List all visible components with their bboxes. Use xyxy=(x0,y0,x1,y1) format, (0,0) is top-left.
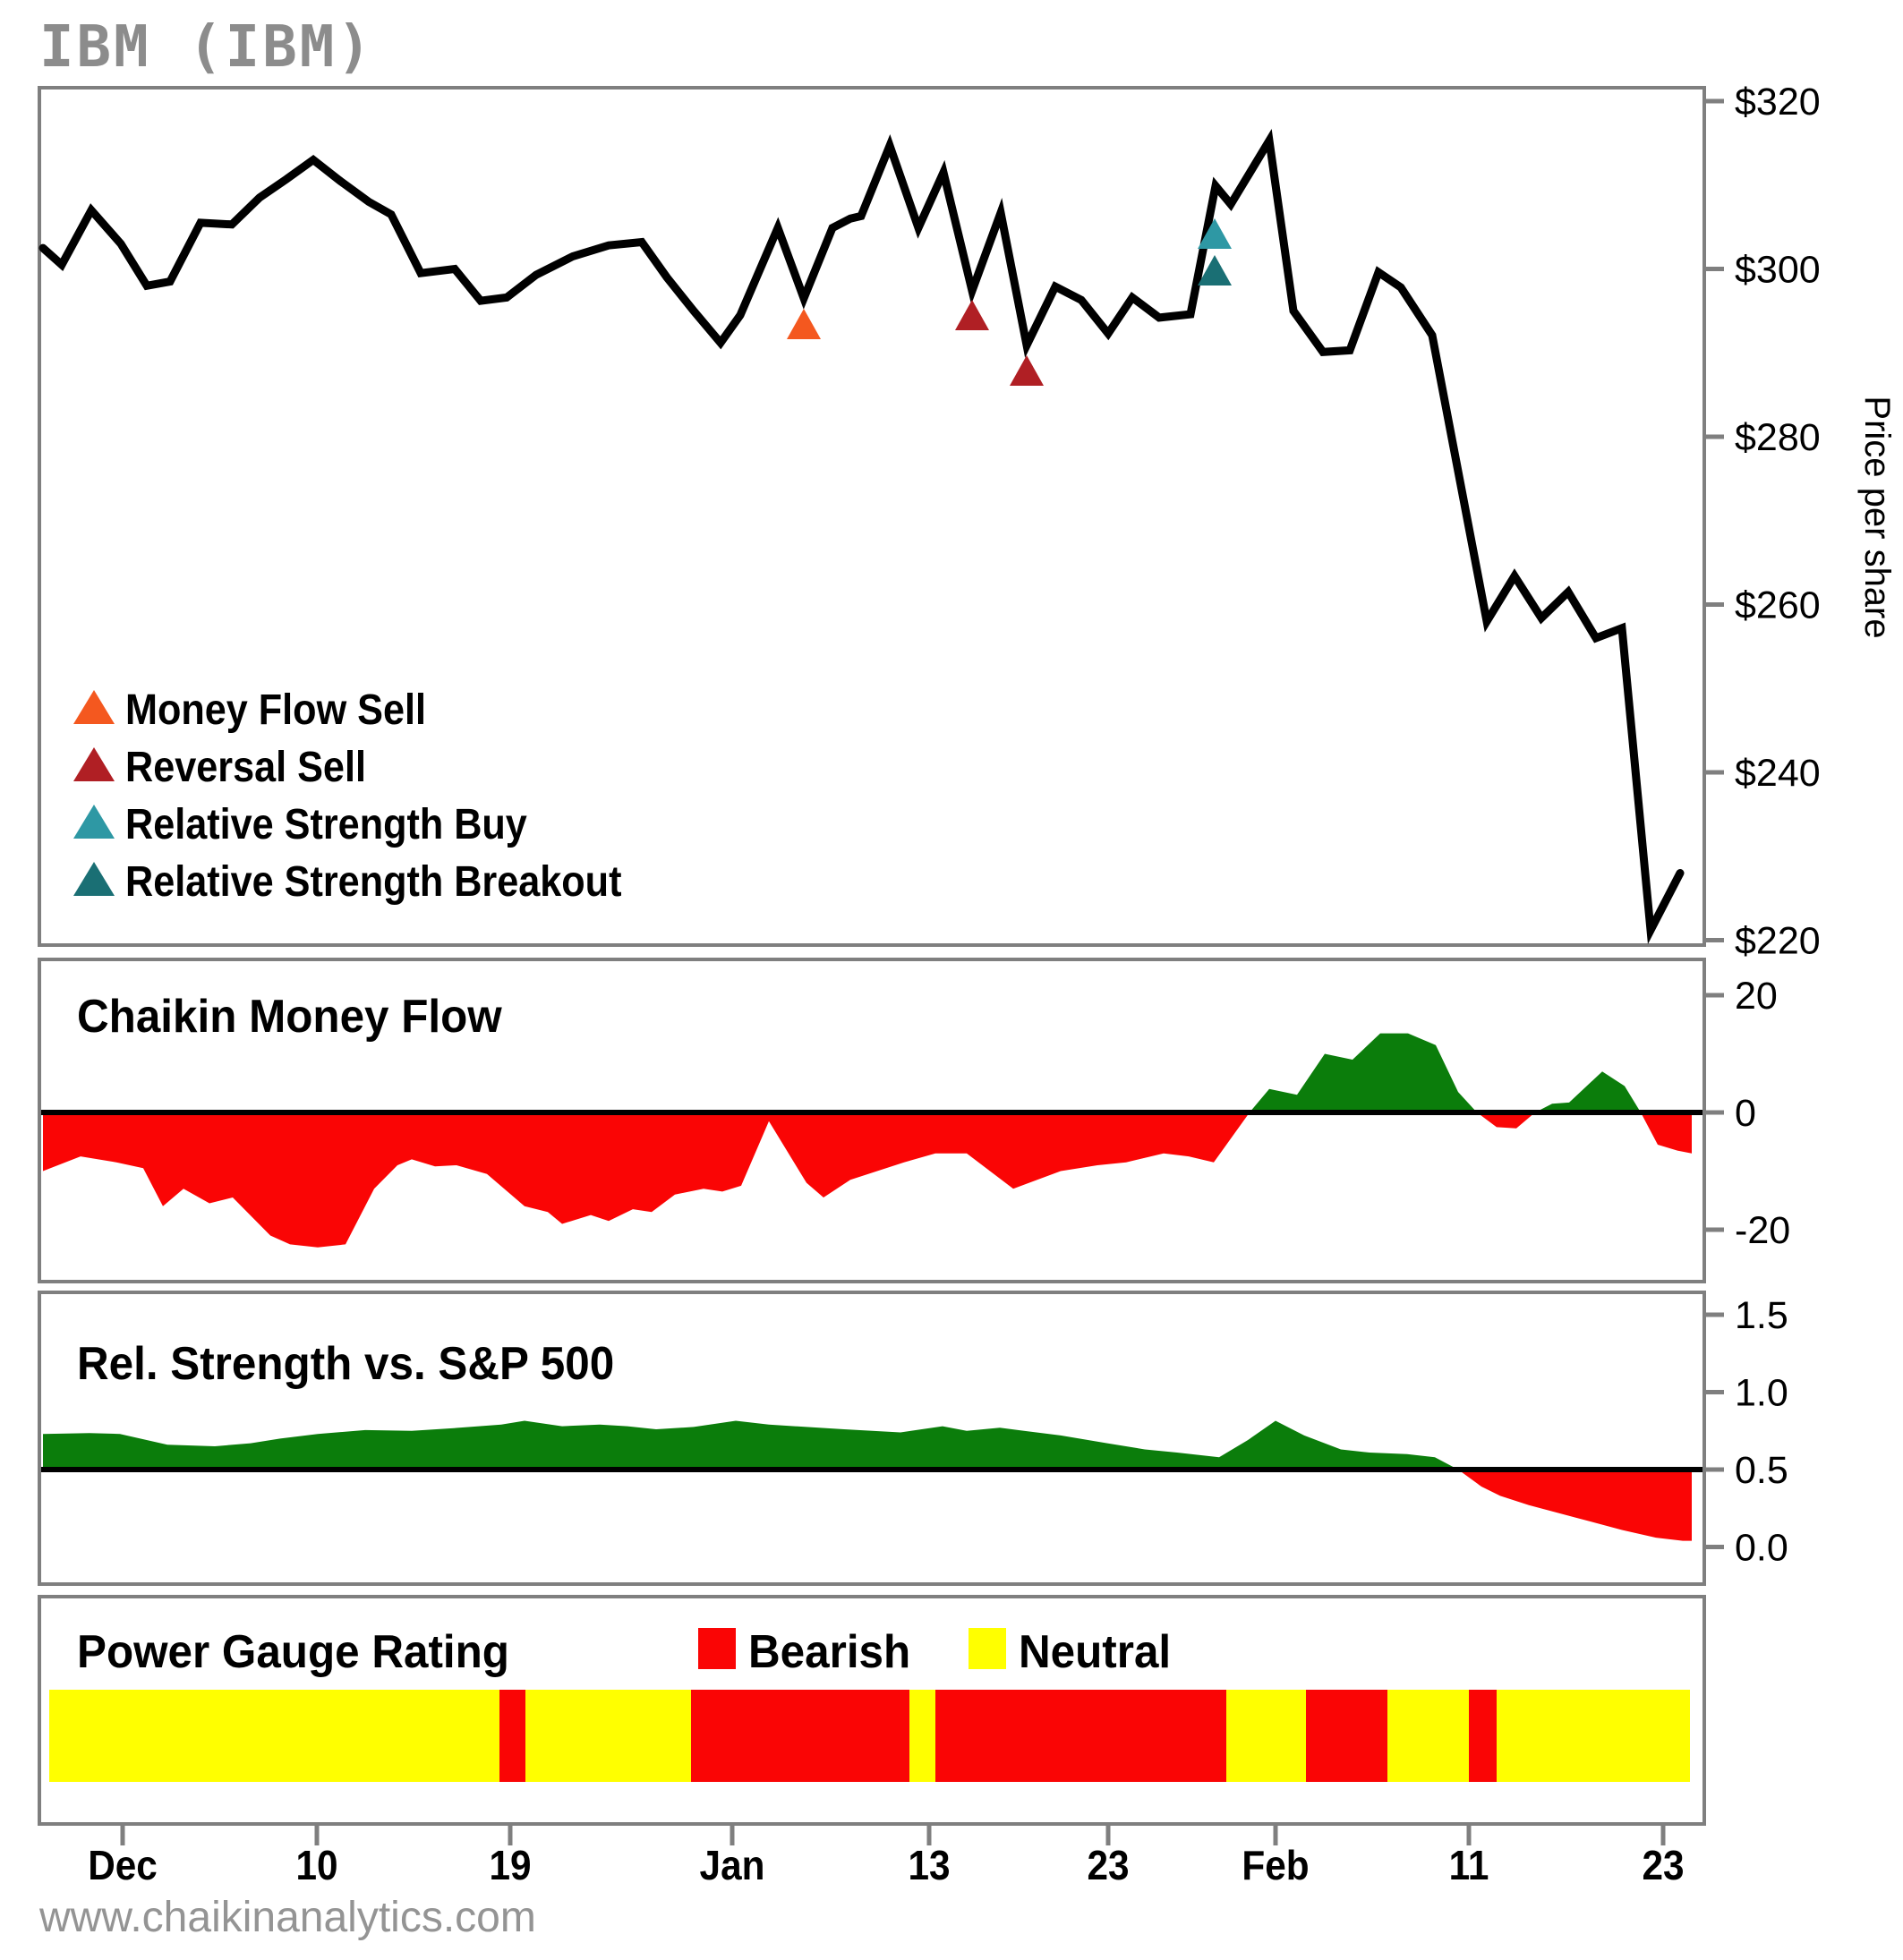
legend-dark_teal-triangle-icon xyxy=(73,862,115,896)
gauge-legend-yellow-swatch-icon xyxy=(969,1628,1006,1669)
x-tick-label: 23 xyxy=(1642,1843,1684,1888)
x-tick-label: 11 xyxy=(1449,1843,1489,1888)
chaikin-money-flow-title: Chaikin Money Flow xyxy=(77,990,502,1042)
signal-triangle-dark_red-icon xyxy=(955,300,989,330)
legend-label: Relative Strength Breakout xyxy=(125,857,621,906)
chaikin-money-flow-tick-label: 0 xyxy=(1735,1092,1756,1135)
gauge-segment-yellow xyxy=(1387,1690,1469,1782)
price-tick-label: $240 xyxy=(1735,752,1821,795)
footer-url: www.chaikinanalytics.com xyxy=(38,1894,536,1941)
price-tick-label: $320 xyxy=(1735,81,1821,124)
legend-label: Money Flow Sell xyxy=(125,686,426,734)
power-gauge-panel: Power Gauge Rating Bearish Neutral xyxy=(49,1625,1690,1782)
panel-border-1 xyxy=(38,958,1706,1283)
signal-triangle-orange-icon xyxy=(787,309,821,339)
gauge-legend-label: Bearish xyxy=(748,1625,910,1677)
gauge-segment-yellow xyxy=(1497,1690,1690,1782)
legend-dark_red-triangle-icon xyxy=(73,747,115,781)
gauge-segment-yellow xyxy=(1226,1690,1306,1782)
signal-triangle-teal-icon xyxy=(1198,218,1232,249)
panel-border-0 xyxy=(38,86,1706,947)
gauge-segment-yellow xyxy=(525,1690,691,1782)
x-tick-label: 10 xyxy=(295,1843,337,1888)
chaikin-money-flow-area-negative xyxy=(43,1112,1692,1248)
price-line xyxy=(38,128,1685,944)
legend-label: Reversal Sell xyxy=(125,743,366,791)
chart-panels: Money Flow Sell Reversal Sell Relative Str… xyxy=(38,81,1821,1888)
gauge-segment-red xyxy=(935,1690,1226,1782)
relative-strength-vs-sp500-tick-label: 0.0 xyxy=(1735,1527,1788,1570)
gauge-legend-label: Neutral xyxy=(1019,1625,1171,1677)
price-tick-label: $260 xyxy=(1735,584,1821,627)
price-tick-label: $300 xyxy=(1735,249,1821,292)
relative-strength-vs-sp500-tick-label: 0.5 xyxy=(1735,1449,1788,1492)
page-title: IBM (IBM) xyxy=(39,14,374,81)
price-axis-label: Price per share xyxy=(1857,396,1897,638)
gauge-segment-red xyxy=(691,1690,909,1782)
chaikin-money-flow-panel: Chaikin Money Flow 20 0 -20 xyxy=(41,975,1790,1252)
signal-triangle-dark_teal-icon xyxy=(1198,255,1232,285)
legend-label: Relative Strength Buy xyxy=(125,800,527,848)
x-tick-label: 19 xyxy=(489,1843,531,1888)
relative-strength-vs-sp500-area-positive xyxy=(43,1420,1692,1470)
price-tick-label: $280 xyxy=(1735,416,1821,459)
gauge-segment-red xyxy=(499,1690,525,1782)
gauge-segment-yellow xyxy=(49,1690,499,1782)
x-tick-label: 13 xyxy=(908,1843,950,1888)
x-axis: Dec 10 19 Jan 13 23 Feb 11 23 xyxy=(88,1826,1685,1888)
gauge-segment-red xyxy=(1469,1690,1497,1782)
price-tick-label: $220 xyxy=(1735,920,1821,963)
legend-orange-triangle-icon xyxy=(73,690,115,724)
x-tick-label: Feb xyxy=(1242,1843,1309,1888)
gauge-segment-yellow xyxy=(909,1690,935,1782)
relative-strength-vs-sp500-panel: Rel. Strength vs. S&P 500 1.5 1.0 0.5 0.0 xyxy=(41,1294,1788,1570)
chaikin-money-flow-tick-label: 20 xyxy=(1735,975,1778,1018)
relative-strength-vs-sp500-tick-label: 1.0 xyxy=(1735,1372,1788,1415)
x-tick-label: 23 xyxy=(1087,1843,1129,1888)
x-tick-label: Jan xyxy=(700,1843,765,1888)
power-gauge-title: Power Gauge Rating xyxy=(77,1625,509,1677)
gauge-legend-red-swatch-icon xyxy=(698,1628,736,1669)
signal-triangle-dark_red-icon xyxy=(1010,355,1044,386)
chaikin-money-flow-tick-label: -20 xyxy=(1735,1209,1790,1252)
gauge-segment-red xyxy=(1306,1690,1387,1782)
panel-border-3 xyxy=(38,1595,1706,1826)
relative-strength-vs-sp500-title: Rel. Strength vs. S&P 500 xyxy=(77,1337,614,1389)
legend-teal-triangle-icon xyxy=(73,805,115,839)
chaikin-money-flow-area-positive xyxy=(43,1033,1692,1112)
relative-strength-vs-sp500-tick-label: 1.5 xyxy=(1735,1294,1788,1337)
price-panel: Money Flow Sell Reversal Sell Relative Str… xyxy=(38,81,1821,963)
relative-strength-vs-sp500-area-negative xyxy=(43,1470,1692,1541)
panel-border-2 xyxy=(38,1291,1706,1586)
x-tick-label: Dec xyxy=(88,1843,158,1888)
